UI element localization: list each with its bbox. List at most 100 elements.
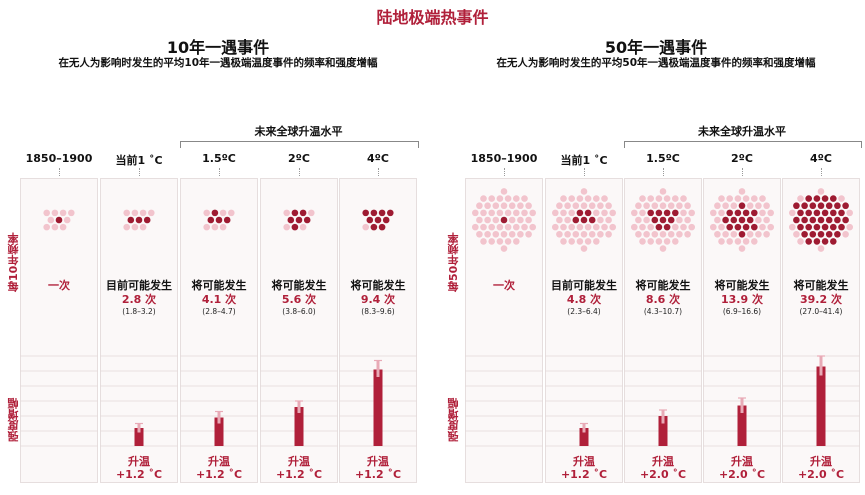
event-dot-occurring (813, 223, 821, 231)
event-dot-occurring (838, 209, 845, 217)
column-header: 1850–1900 (470, 152, 538, 165)
frequency-times: 4.1 次 (201, 293, 237, 306)
event-dot-occurring (370, 223, 378, 231)
column-header-tick (299, 168, 300, 176)
event-dot-baseline (123, 223, 130, 231)
event-dot-occurring (738, 202, 746, 210)
event-dot-baseline (609, 209, 616, 217)
event-dot-occurring (821, 223, 829, 231)
event-dot-baseline (797, 238, 804, 245)
event-dot-baseline (504, 195, 512, 202)
event-dot-baseline (763, 230, 770, 238)
event-dot-baseline (488, 209, 495, 217)
event-dot-baseline (496, 223, 504, 231)
event-dot-baseline (525, 216, 532, 224)
event-dot-baseline (362, 223, 369, 231)
event-dot-occurring (821, 238, 829, 245)
event-dot-baseline (817, 245, 825, 252)
event-dot-baseline (580, 230, 588, 238)
column-header: 2ºC (288, 152, 310, 165)
event-dot-baseline (123, 209, 130, 217)
frequency-times: 5.6 次 (281, 293, 317, 306)
event-dot-baseline (500, 230, 508, 238)
event-dot-baseline (496, 195, 504, 202)
event-dot-baseline (647, 195, 654, 202)
intensity-plot (20, 355, 98, 447)
event-dot-baseline (663, 195, 671, 202)
intensity-bar (373, 369, 383, 446)
warming-label: 升温 (128, 455, 150, 468)
event-dot-baseline (659, 202, 667, 210)
warming-label: 升温 (367, 455, 389, 468)
event-dot-baseline (601, 209, 608, 217)
event-dot-baseline (797, 195, 804, 202)
warming-label: 升温 (731, 455, 753, 468)
event-dot-occurring (738, 216, 746, 224)
error-bar (819, 356, 823, 376)
event-dot-occurring (797, 223, 804, 231)
event-dot-baseline (609, 223, 616, 231)
event-dot-baseline (484, 202, 491, 210)
event-dot-baseline (639, 209, 646, 217)
event-dot-baseline (517, 216, 524, 224)
frequency-times: 9.4 次 (360, 293, 396, 306)
event-dot-baseline (572, 202, 580, 210)
event-dot-occurring (742, 223, 750, 231)
event-dot-baseline (593, 209, 600, 217)
warming-value: +2.0 ˚C (797, 468, 845, 481)
event-dot-baseline (676, 230, 683, 238)
event-dot-baseline (525, 202, 532, 210)
event-dot-baseline (560, 209, 567, 217)
event-dot-occurring (378, 223, 386, 231)
event-dot-baseline (838, 195, 845, 202)
event-dot-occurring (726, 223, 733, 231)
event-dot-baseline (564, 216, 571, 224)
event-dot-occurring (143, 216, 151, 224)
event-dot-baseline (651, 230, 659, 238)
error-bar (297, 401, 301, 413)
event-dot-baseline (488, 238, 495, 245)
event-dot-baseline (663, 238, 671, 245)
event-dot-baseline (488, 223, 495, 231)
event-dot-baseline (517, 230, 524, 238)
event-dot-baseline (556, 216, 563, 224)
event-dot-baseline (767, 209, 774, 217)
event-dot-baseline (593, 195, 600, 202)
intensity-plot (260, 355, 338, 447)
event-dot-baseline (605, 202, 612, 210)
event-dot-baseline (564, 230, 571, 238)
event-dot-baseline (580, 202, 588, 210)
event-dot-baseline (718, 238, 725, 245)
warming-value: +2.0 ˚C (639, 468, 687, 481)
event-dot-baseline (63, 216, 71, 224)
event-dot-baseline (484, 230, 491, 238)
event-dot-baseline (746, 202, 754, 210)
intensity-plot (782, 355, 860, 447)
column-header: 2ºC (731, 152, 753, 165)
likely-label: 将可能发生 (635, 279, 691, 292)
intensity-axis-label: 强度增幅 (447, 398, 460, 442)
event-dot-occurring (295, 216, 303, 224)
event-dot-baseline (556, 230, 563, 238)
event-dot-baseline (759, 223, 766, 231)
event-dot-occurring (211, 209, 219, 217)
event-dot-baseline (568, 195, 575, 202)
event-dot-baseline (755, 202, 762, 210)
event-dot-baseline (496, 209, 504, 217)
event-dot-baseline (734, 238, 742, 245)
event-dot-occurring (821, 195, 829, 202)
intensity-bar (579, 428, 589, 446)
event-dot-baseline (51, 209, 59, 217)
event-dot-occurring (207, 216, 215, 224)
event-dot-baseline (43, 223, 50, 231)
event-dot-baseline (580, 188, 588, 195)
column-header-tick (504, 168, 505, 176)
event-dot-baseline (647, 223, 654, 231)
event-dot-baseline (568, 238, 575, 245)
intensity-plot (703, 355, 781, 447)
event-dot-baseline (688, 209, 695, 217)
frequency-range: (8.3–9.6) (361, 307, 395, 316)
event-dot-occurring (801, 202, 808, 210)
event-dot-baseline (568, 223, 575, 231)
event-dot-occurring (830, 209, 837, 217)
